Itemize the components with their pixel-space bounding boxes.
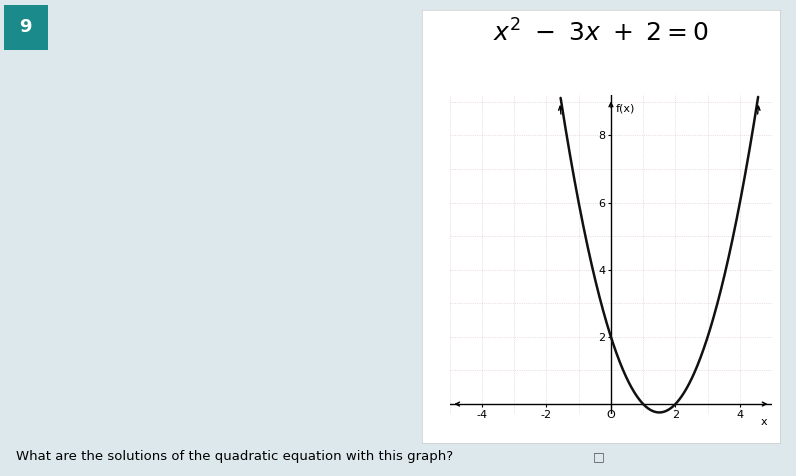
- Text: f(x): f(x): [616, 104, 635, 114]
- Text: What are the solutions of the quadratic equation with this graph?: What are the solutions of the quadratic …: [16, 450, 453, 464]
- Text: □: □: [593, 450, 605, 464]
- Text: x: x: [761, 417, 767, 427]
- Text: 9: 9: [20, 19, 32, 36]
- Text: $x^2\ -\ 3x\ +\ 2 = 0$: $x^2\ -\ 3x\ +\ 2 = 0$: [493, 20, 709, 47]
